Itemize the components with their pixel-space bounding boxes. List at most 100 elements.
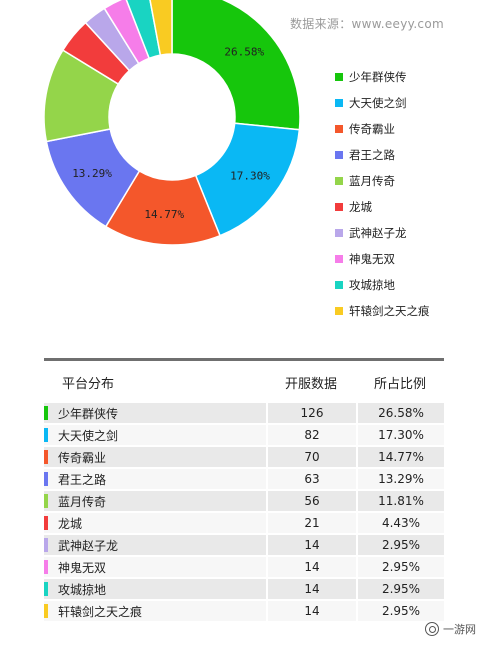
- row-platform-cell: 武神赵子龙: [44, 535, 266, 555]
- legend-label: 大天使之剑: [349, 96, 407, 110]
- legend-label: 攻城掠地: [349, 278, 395, 292]
- row-platform-name: 武神赵子龙: [58, 538, 119, 553]
- row-count-cell: 56: [266, 491, 356, 511]
- row-ratio-cell: 11.81%: [356, 491, 444, 511]
- row-color-marker: [44, 604, 48, 618]
- row-ratio-cell: 13.29%: [356, 469, 444, 489]
- legend-swatch: [335, 229, 343, 237]
- row-platform-cell: 龙城: [44, 513, 266, 533]
- legend-item: 武神赵子龙: [335, 220, 430, 246]
- legend-label: 武神赵子龙: [349, 226, 407, 240]
- table-row: 神鬼无双 14 2.95%: [44, 557, 444, 577]
- row-color-marker: [44, 450, 48, 464]
- row-platform-name: 攻城掠地: [58, 582, 107, 597]
- legend-swatch: [335, 151, 343, 159]
- row-color-marker: [44, 560, 48, 574]
- row-ratio-cell: 4.43%: [356, 513, 444, 533]
- header-count: 开服数据: [284, 376, 337, 392]
- header-platform: 平台分布: [62, 376, 115, 392]
- legend-item: 君王之路: [335, 142, 430, 168]
- table-row: 君王之路 63 13.29%: [44, 469, 444, 489]
- row-ratio-cell: 14.77%: [356, 447, 444, 467]
- table-row: 大天使之剑 82 17.30%: [44, 425, 444, 445]
- row-platform-cell: 攻城掠地: [44, 579, 266, 599]
- legend-item: 少年群侠传: [335, 64, 430, 90]
- row-color-marker: [44, 538, 48, 552]
- row-color-marker: [44, 494, 48, 508]
- row-ratio-cell: 2.95%: [356, 557, 444, 577]
- table-body: 少年群侠传 126 26.58% 大天使之剑 82 17.30% 传奇霸业 70 14.77% 君…: [44, 403, 444, 621]
- table-row: 攻城掠地 14 2.95%: [44, 579, 444, 599]
- donut-slice: [171, 0, 301, 131]
- table-row: 龙城 21 4.43%: [44, 513, 444, 533]
- legend-item: 龙城: [335, 194, 430, 220]
- row-platform-cell: 大天使之剑: [44, 425, 266, 445]
- slice-percent-label: 14.77%: [144, 208, 184, 221]
- row-count-cell: 21: [266, 513, 356, 533]
- wechat-logo-icon: [425, 622, 439, 636]
- legend-swatch: [335, 177, 343, 185]
- row-count-cell: 14: [266, 601, 356, 621]
- legend-label: 蓝月传奇: [349, 174, 395, 188]
- legend-label: 传奇霸业: [349, 122, 395, 136]
- legend-swatch: [335, 281, 343, 289]
- header-ratio: 所占比例: [373, 376, 426, 392]
- table-header-row: 平台分布 开服数据 所占比例: [44, 363, 444, 401]
- legend-swatch: [335, 99, 343, 107]
- legend-label: 君王之路: [349, 148, 395, 162]
- row-platform-name: 少年群侠传: [58, 406, 119, 421]
- table-row: 蓝月传奇 56 11.81%: [44, 491, 444, 511]
- legend-label: 少年群侠传: [349, 70, 407, 84]
- row-color-marker: [44, 582, 48, 596]
- row-platform-name: 传奇霸业: [58, 450, 107, 465]
- row-count-cell: 14: [266, 535, 356, 555]
- legend-label: 龙城: [349, 200, 372, 214]
- table-top-rule: [44, 358, 444, 361]
- legend-label: 轩辕剑之天之痕: [349, 304, 430, 318]
- row-count-cell: 126: [266, 403, 356, 423]
- legend-swatch: [335, 255, 343, 263]
- row-platform-name: 神鬼无双: [58, 560, 107, 575]
- row-count-cell: 14: [266, 557, 356, 577]
- row-count-cell: 14: [266, 579, 356, 599]
- table-row: 传奇霸业 70 14.77%: [44, 447, 444, 467]
- row-ratio-cell: 2.95%: [356, 601, 444, 621]
- donut-chart: 26.58% 17.30% 14.77% 13.29%: [43, 0, 301, 246]
- row-count-cell: 70: [266, 447, 356, 467]
- donut-slice: [149, 0, 173, 56]
- legend-item: 大天使之剑: [335, 90, 430, 116]
- table-row: 少年群侠传 126 26.58%: [44, 403, 444, 423]
- row-ratio-cell: 17.30%: [356, 425, 444, 445]
- row-count-cell: 63: [266, 469, 356, 489]
- row-ratio-cell: 2.95%: [356, 535, 444, 555]
- row-platform-name: 龙城: [58, 516, 83, 531]
- legend-item: 轩辕剑之天之痕: [335, 298, 430, 324]
- platform-table-container: 平台分布 开服数据 所占比例 少年群侠传 126 26.58% 大天使之剑 82 17.3…: [44, 358, 444, 623]
- legend-item: 传奇霸业: [335, 116, 430, 142]
- row-color-marker: [44, 516, 48, 530]
- legend-swatch: [335, 307, 343, 315]
- legend-swatch: [335, 125, 343, 133]
- row-ratio-cell: 26.58%: [356, 403, 444, 423]
- row-color-marker: [44, 428, 48, 442]
- row-platform-name: 蓝月传奇: [58, 494, 107, 509]
- legend-item: 神鬼无双: [335, 246, 430, 272]
- row-platform-cell: 少年群侠传: [44, 403, 266, 423]
- row-platform-name: 大天使之剑: [58, 428, 119, 443]
- slice-percent-label: 17.30%: [230, 169, 270, 182]
- slice-percent-label: 13.29%: [72, 167, 112, 180]
- chart-legend: 少年群侠传大天使之剑传奇霸业君王之路蓝月传奇龙城武神赵子龙神鬼无双攻城掠地轩辕剑…: [335, 64, 430, 324]
- row-platform-cell: 蓝月传奇: [44, 491, 266, 511]
- row-count-cell: 82: [266, 425, 356, 445]
- slice-percent-label: 26.58%: [224, 46, 264, 59]
- row-platform-name: 轩辕剑之天之痕: [58, 604, 143, 619]
- row-platform-cell: 君王之路: [44, 469, 266, 489]
- legend-item: 攻城掠地: [335, 272, 430, 298]
- legend-label: 神鬼无双: [349, 252, 395, 266]
- row-platform-cell: 神鬼无双: [44, 557, 266, 577]
- table-row: 轩辕剑之天之痕 14 2.95%: [44, 601, 444, 621]
- row-color-marker: [44, 472, 48, 486]
- platform-table: 平台分布 开服数据 所占比例 少年群侠传 126 26.58% 大天使之剑 82 17.3…: [44, 361, 444, 623]
- row-platform-cell: 传奇霸业: [44, 447, 266, 467]
- legend-swatch: [335, 73, 343, 81]
